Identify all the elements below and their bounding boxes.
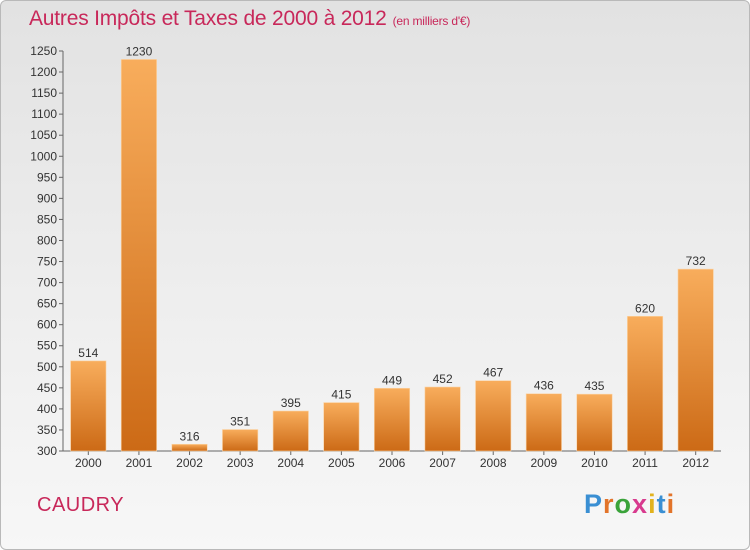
bar-value-label: 467 <box>483 366 503 380</box>
bar-value-label: 436 <box>534 379 554 393</box>
x-tick-label: 2004 <box>277 456 304 470</box>
bar-value-label: 449 <box>382 373 402 387</box>
bar <box>475 380 512 452</box>
y-tick-label: 650 <box>37 297 57 311</box>
chart-title-text: Autres Impôts et Taxes de 2000 à 2012 <box>29 7 387 30</box>
y-tick-label: 950 <box>37 170 57 184</box>
y-tick-label: 300 <box>37 444 57 458</box>
y-tick-label: 550 <box>37 339 57 353</box>
y-tick-label: 1000 <box>30 149 57 163</box>
bar-value-label: 1230 <box>126 44 153 58</box>
bar <box>576 393 613 452</box>
y-tick-label: 1200 <box>30 65 57 79</box>
y-tick-label: 750 <box>37 255 57 269</box>
chart-data-labels: 514 1230 316 351 395 415 449 452 467 436 435 620 732 <box>78 44 706 443</box>
y-tick-label: 600 <box>37 318 57 332</box>
x-tick-label: 2006 <box>379 456 406 470</box>
bar-value-label: 435 <box>584 379 604 393</box>
x-tick-label: 2007 <box>429 456 456 470</box>
x-tick-label: 2003 <box>227 456 254 470</box>
x-tick-label: 2010 <box>581 456 608 470</box>
chart-bars <box>70 59 714 452</box>
city-name: CAUDRY <box>37 494 125 516</box>
y-tick-label: 700 <box>37 276 57 290</box>
y-tick-label: 350 <box>37 423 57 437</box>
chart-subtitle: (en milliers d'€) <box>392 14 471 28</box>
bar <box>171 443 208 452</box>
x-tick-label: 2000 <box>75 456 102 470</box>
bar-value-label: 620 <box>635 301 655 315</box>
logo-letter: P <box>584 489 604 519</box>
bar <box>424 386 461 452</box>
logo-letter: i <box>666 489 676 519</box>
bar <box>627 315 664 452</box>
y-tick-label: 800 <box>37 233 57 247</box>
x-tick-label: 2002 <box>176 456 203 470</box>
bar <box>70 360 107 452</box>
logo-letter: t <box>656 489 667 519</box>
bar <box>272 410 309 452</box>
logo-letter: o <box>614 489 633 519</box>
y-tick-label: 500 <box>37 360 57 374</box>
logo-letter: x <box>632 489 649 519</box>
y-tick-label: 850 <box>37 212 57 226</box>
bar <box>525 393 562 452</box>
y-tick-label: 1100 <box>31 107 57 121</box>
x-tick-label: 2001 <box>126 456 153 470</box>
bar-value-label: 395 <box>281 396 301 410</box>
bar <box>222 429 259 452</box>
bar <box>677 268 714 452</box>
y-tick-label: 900 <box>37 191 57 205</box>
chart-title: Autres Impôts et Taxes de 2000 à 2012 (en… <box>29 7 470 31</box>
y-tick-label: 1250 <box>30 44 57 58</box>
logo-letter: i <box>648 489 657 519</box>
bar <box>373 387 411 452</box>
logo-letter: r <box>603 489 615 519</box>
bar-value-label: 732 <box>686 254 706 268</box>
y-tick-label: 1050 <box>30 128 57 142</box>
x-tick-label: 2012 <box>682 456 709 470</box>
bar <box>120 59 157 452</box>
bar-value-label: 514 <box>78 346 98 360</box>
bar-value-label: 316 <box>180 429 200 443</box>
x-tick-label: 2011 <box>632 456 658 470</box>
y-tick-label: 1150 <box>31 86 57 100</box>
proxiti-logo: Proxiti <box>584 489 675 520</box>
x-tick-label: 2005 <box>328 456 355 470</box>
bar <box>323 402 360 452</box>
bar-value-label: 351 <box>230 415 250 429</box>
x-tick-label: 2009 <box>530 456 557 470</box>
y-tick-label: 400 <box>37 402 57 416</box>
y-tick-label: 450 <box>37 381 57 395</box>
x-tick-label: 2008 <box>480 456 507 470</box>
bar-value-label: 415 <box>331 388 351 402</box>
bar-value-label: 452 <box>433 372 453 386</box>
